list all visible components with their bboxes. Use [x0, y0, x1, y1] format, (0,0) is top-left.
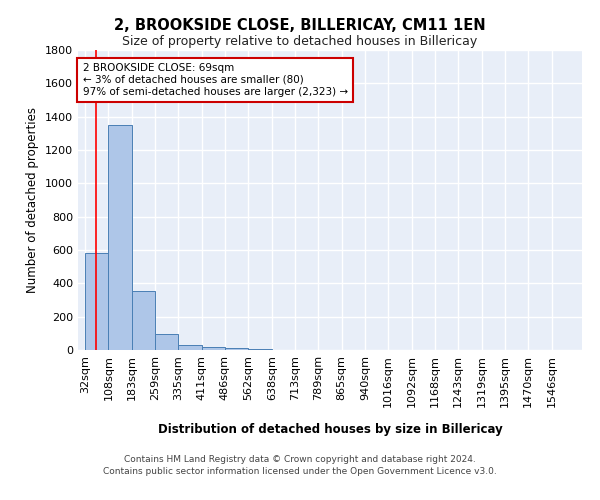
Bar [155, 334, 178, 350]
Bar [202, 346, 225, 350]
Bar [131, 291, 155, 350]
Text: Distribution of detached houses by size in Billericay: Distribution of detached houses by size … [158, 422, 502, 436]
Bar [225, 348, 248, 350]
Text: 2, BROOKSIDE CLOSE, BILLERICAY, CM11 1EN: 2, BROOKSIDE CLOSE, BILLERICAY, CM11 1EN [114, 18, 486, 32]
Bar [248, 349, 272, 350]
Bar [178, 345, 202, 350]
Text: Contains public sector information licensed under the Open Government Licence v3: Contains public sector information licen… [103, 467, 497, 476]
Text: 2 BROOKSIDE CLOSE: 69sqm
← 3% of detached houses are smaller (80)
97% of semi-de: 2 BROOKSIDE CLOSE: 69sqm ← 3% of detache… [83, 64, 348, 96]
Bar [85, 254, 109, 350]
Bar [109, 125, 132, 350]
Text: Contains HM Land Registry data © Crown copyright and database right 2024.: Contains HM Land Registry data © Crown c… [124, 456, 476, 464]
Text: Size of property relative to detached houses in Billericay: Size of property relative to detached ho… [122, 35, 478, 48]
Y-axis label: Number of detached properties: Number of detached properties [26, 107, 40, 293]
